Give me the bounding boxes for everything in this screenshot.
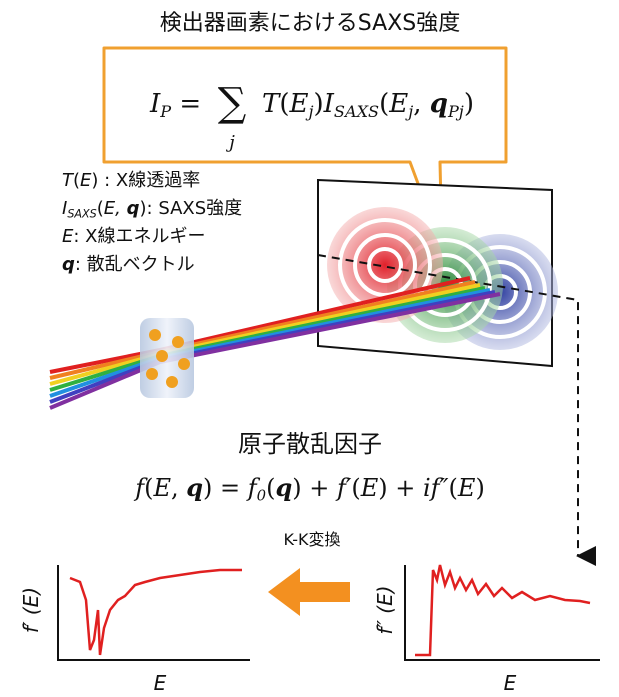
legend-line: q: 散乱ベクトル <box>62 254 195 275</box>
text-segment: ) + <box>378 474 423 502</box>
text-segment: SAXS <box>334 102 379 121</box>
text-segment: ( <box>351 474 360 502</box>
text-segment: E <box>289 89 309 119</box>
text-segment: ): SAXS強度 <box>140 198 243 219</box>
text-segment: , <box>171 474 186 502</box>
text-segment: Pj <box>447 102 464 121</box>
text-segment: if″ <box>423 474 449 502</box>
factor-equation: f(E, q) = f0(q) + f′(E) + if″(E) <box>133 473 485 504</box>
equation-left: IP = <box>149 89 201 121</box>
text-segment: I <box>149 89 161 119</box>
text-segment: = <box>171 89 201 119</box>
text-segment: ( <box>97 198 104 219</box>
text-segment: E <box>457 474 476 502</box>
text-segment: ) <box>464 89 474 119</box>
text-segment: q <box>127 198 140 219</box>
transform-label: K-K変換 <box>283 530 340 549</box>
text-segment: I <box>323 89 335 119</box>
text-segment: E <box>388 89 408 119</box>
y-axis-label: f′ (E) <box>19 587 43 633</box>
text-segment: E, <box>104 198 127 219</box>
text-segment: SAXS <box>67 207 96 220</box>
legend-line: ISAXS(E, q): SAXS強度 <box>62 198 242 220</box>
text-segment: ) <box>313 89 323 119</box>
left-plot: f′ (E) E <box>19 565 250 695</box>
text-segment: : X線エネルギー <box>73 226 205 247</box>
text-segment: f′ <box>335 474 352 502</box>
factor-title: 原子散乱因子 <box>238 430 382 458</box>
diagram: 検出器画素におけるSAXS強度 IP = ∑ j T(Ej)ISAXS(Ej, … <box>0 0 619 697</box>
transform-arrow <box>268 568 350 616</box>
text-segment: q <box>186 473 203 502</box>
text-segment: ( <box>449 474 458 502</box>
text-segment: E <box>80 170 92 191</box>
text-segment: ) : X線透過率 <box>91 170 200 191</box>
text-segment: T <box>262 89 281 119</box>
legend-line: E: X線エネルギー <box>62 226 206 247</box>
text-segment: , <box>413 89 430 119</box>
sum-symbol: ∑ <box>218 80 247 126</box>
text-segment: ( <box>379 89 389 119</box>
text-segment: E <box>360 474 379 502</box>
sample <box>140 318 194 398</box>
text-segment: E <box>152 474 171 502</box>
text-segment: ) <box>475 474 484 502</box>
x-axis-label: E <box>504 671 517 695</box>
text-segment: ) + <box>292 474 337 502</box>
legend-line: T(E) : X線透過率 <box>62 170 200 191</box>
y-axis-label: f″ (E) <box>373 585 397 634</box>
text-segment: q <box>430 89 448 119</box>
text-segment: ( <box>144 474 153 502</box>
text-segment: ( <box>266 474 275 502</box>
text-segment: ( <box>73 170 80 191</box>
text-segment: 0 <box>257 486 266 504</box>
text-segment: E <box>62 226 74 247</box>
x-axis-label: E <box>154 671 167 695</box>
text-segment: ( <box>279 89 289 119</box>
text-segment: q <box>276 473 293 502</box>
right-plot: f″ (E) E <box>373 565 600 695</box>
text-segment: q <box>62 254 75 275</box>
title: 検出器画素におけるSAXS強度 <box>160 11 460 36</box>
text-segment: ) = <box>203 474 248 502</box>
text-segment: : 散乱ベクトル <box>75 254 195 275</box>
